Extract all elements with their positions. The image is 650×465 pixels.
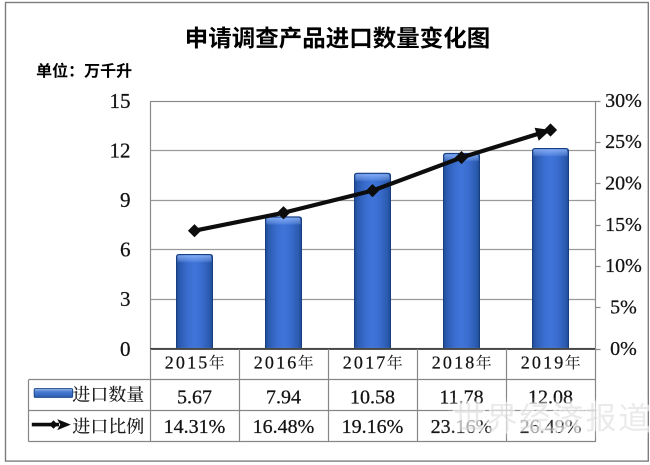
svg-text:12: 12	[110, 138, 131, 162]
svg-text:2015: 2015	[165, 352, 210, 372]
svg-text:9: 9	[120, 188, 131, 212]
svg-text:30%: 30%	[605, 90, 642, 112]
svg-text:0%: 0%	[610, 338, 637, 360]
svg-text:25%: 25%	[605, 131, 642, 153]
svg-text:2019: 2019	[521, 352, 566, 372]
svg-text:15%: 15%	[605, 214, 642, 236]
svg-text:10.58: 10.58	[350, 387, 395, 409]
svg-text:3: 3	[120, 287, 131, 311]
svg-text:14.31%: 14.31%	[164, 416, 226, 438]
svg-text:5.67: 5.67	[177, 387, 212, 409]
svg-text:7.94: 7.94	[266, 387, 301, 409]
svg-text:5%: 5%	[610, 297, 637, 319]
svg-text:16.48%: 16.48%	[253, 416, 315, 438]
svg-text:19.16%: 19.16%	[342, 416, 404, 438]
svg-text:15: 15	[110, 89, 131, 113]
svg-text:2017: 2017	[343, 352, 388, 372]
svg-text:6: 6	[120, 238, 131, 262]
svg-text:0: 0	[120, 337, 131, 361]
svg-text:11.78: 11.78	[439, 387, 483, 409]
svg-text:20%: 20%	[605, 173, 642, 195]
svg-text:2016: 2016	[254, 352, 299, 372]
svg-text:2018: 2018	[432, 352, 477, 372]
svg-text:10%: 10%	[605, 255, 642, 277]
